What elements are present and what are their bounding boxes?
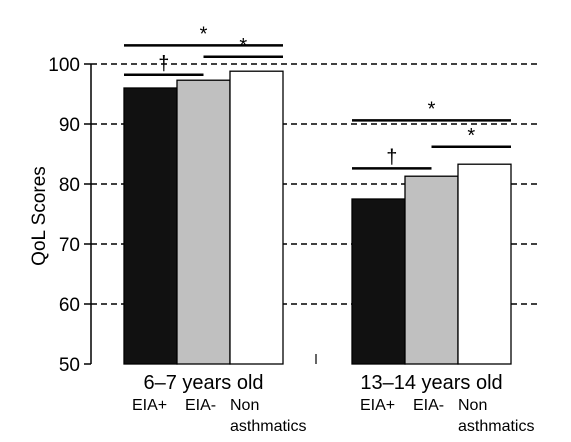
significance-mark-5: * <box>467 125 475 147</box>
bar-label-g0-s0: EIA+ <box>132 397 167 414</box>
bar-g1-eia- <box>404 175 459 365</box>
significance-mark-1: † <box>158 53 169 75</box>
bar-g0-eia- <box>176 79 231 365</box>
y-axis-label: QoL Scores <box>29 166 50 266</box>
significance-mark-3: * <box>428 98 436 120</box>
significance-markers: * † * * † * <box>124 23 511 170</box>
bar-label-g0-s1: EIA- <box>185 397 216 414</box>
significance-mark-0: * <box>200 23 208 45</box>
bar-label-g1-s0: EIA+ <box>360 397 395 414</box>
bar-g0-non-asthmatics <box>229 70 284 365</box>
y-tick-label-80: 80 <box>59 175 80 196</box>
bar-g1-eia- <box>351 198 406 365</box>
axes: 50 60 70 80 90 100 <box>48 55 317 376</box>
bar-label-g0-s2: Non asthmatics <box>230 397 306 435</box>
y-tick-label-70: 70 <box>59 235 80 256</box>
bar-g0-eia- <box>123 87 178 365</box>
labels: EIA+ EIA- Non asthmatics 6–7 years old EIA+ EI… <box>132 372 534 435</box>
y-tick-label-100: 100 <box>48 55 80 76</box>
group-label-0: 6–7 years old <box>143 372 263 394</box>
y-tick-label-50: 50 <box>59 355 80 376</box>
bars <box>123 70 512 365</box>
significance-mark-4: † <box>386 146 397 168</box>
y-tick-label-90: 90 <box>59 115 80 136</box>
bar-label-g1-s2: Non asthmatics <box>458 397 534 435</box>
bar-label-g1-s1: EIA- <box>413 397 444 414</box>
group-label-1: 13–14 years old <box>360 372 502 394</box>
bar-g1-non-asthmatics <box>457 163 512 365</box>
significance-mark-2: * <box>239 35 247 57</box>
y-tick-label-60: 60 <box>59 295 80 316</box>
